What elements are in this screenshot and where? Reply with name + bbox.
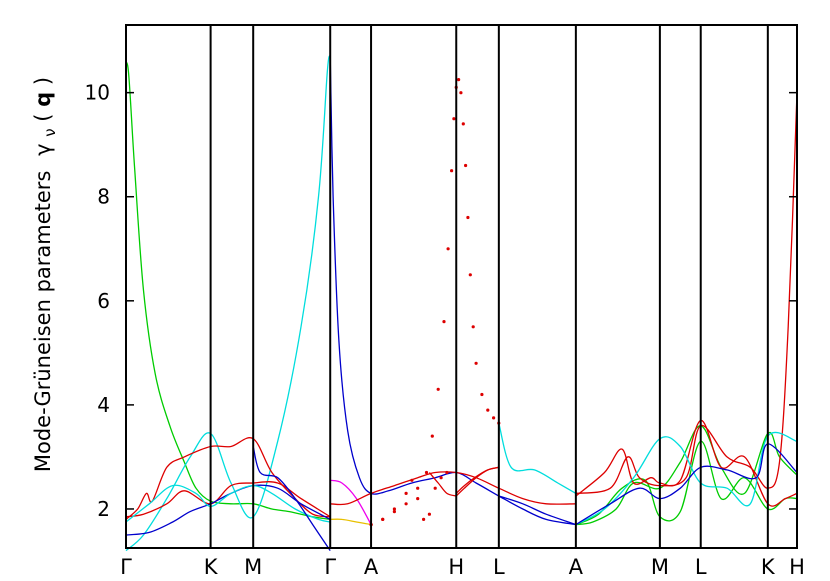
y-axis-label-q: q	[31, 92, 55, 107]
dotted-series-1-point	[430, 434, 434, 438]
dotted-series-2-point	[392, 507, 396, 511]
dotted-series-1-point	[459, 91, 463, 95]
x-tick-label: L	[493, 555, 505, 579]
x-tick-label: H	[448, 555, 464, 579]
dotted-series-2-point	[410, 478, 414, 482]
x-tick-label: A	[569, 555, 584, 579]
dotted-series-layer	[369, 78, 501, 527]
y-tick-label: 8	[97, 185, 110, 209]
dotted-series-1-point	[492, 416, 496, 420]
dotted-series-2-point	[422, 517, 426, 522]
series-line-10	[330, 518, 372, 526]
dotted-series-2-point	[404, 491, 408, 495]
x-tick-label: L	[695, 555, 707, 579]
series-layer	[125, 55, 798, 552]
y-axis-label-main: Mode-Grüneisen parameters	[31, 171, 55, 473]
dotted-series-2-point	[381, 517, 385, 522]
dotted-series-1-point	[436, 387, 440, 391]
series-line-15	[498, 422, 577, 494]
dotted-series-1-point	[442, 320, 446, 324]
dotted-series-1-point	[474, 361, 478, 365]
series-line-13	[455, 466, 499, 494]
series-line-6	[125, 484, 331, 523]
y-axis-label-subscript: ν	[41, 128, 59, 136]
y-axis-label: Mode-Grüneisen parameters γ ν ( q )	[31, 77, 60, 472]
y-tick-label: 6	[97, 289, 110, 313]
x-tick-label: Γ	[324, 555, 336, 579]
y-tick-label: 10	[85, 81, 110, 105]
series-line-2	[125, 55, 331, 552]
dotted-series-2-point	[445, 470, 449, 475]
series-line-3	[125, 437, 331, 520]
series-line-20	[575, 92, 798, 495]
dotted-series-1-point	[471, 325, 475, 329]
y-tick-label: 4	[97, 393, 110, 417]
x-tick-label: Γ	[120, 555, 132, 579]
dotted-series-2-point	[439, 476, 443, 480]
series-line-18	[575, 440, 798, 526]
series-line-14	[428, 472, 457, 497]
dotted-series-1-point	[480, 392, 484, 397]
y-ticks: 2 4 6 8 10	[85, 81, 797, 521]
dotted-series-1-point	[457, 78, 461, 82]
y-axis-label-paren-open: (	[31, 114, 55, 122]
dotted-series-1-point	[452, 117, 456, 121]
series-line-16	[498, 495, 577, 526]
series-line-8	[329, 56, 577, 526]
x-tick-label: M	[651, 555, 669, 579]
x-tick-label: M	[244, 555, 262, 579]
series-line-5	[125, 484, 331, 536]
dotted-series-2-point	[427, 512, 431, 516]
dotted-series-1-point	[466, 215, 470, 220]
x-tick-label: A	[364, 555, 379, 579]
dotted-series-1-point	[424, 470, 429, 475]
series-line-11	[330, 471, 576, 506]
dotted-series-1-point	[392, 510, 396, 514]
series-line-21	[575, 431, 798, 526]
series-line-7	[252, 446, 331, 551]
y-axis-label-symbol: γ	[31, 143, 55, 155]
y-tick-label: 2	[97, 497, 110, 521]
dotted-series-1-point	[404, 502, 408, 506]
dotted-series-2-point	[433, 486, 437, 490]
series-line-22	[575, 443, 798, 526]
series-line-1	[125, 61, 331, 521]
x-tick-label: K	[204, 555, 219, 579]
dotted-series-1-point	[464, 163, 468, 168]
dotted-series-1-point	[486, 408, 490, 412]
dotted-series-1-point	[450, 169, 454, 173]
y-axis-label-paren-close: )	[31, 77, 55, 85]
x-tick-label: K	[761, 555, 776, 579]
dotted-series-1-point	[468, 273, 472, 277]
high-symmetry-lines	[209, 25, 769, 548]
dotted-series-1-point	[461, 122, 465, 126]
dotted-series-1-point	[446, 247, 450, 251]
x-tick-label: H	[789, 555, 805, 579]
series-line-17	[575, 425, 798, 526]
dotted-series-1-point	[416, 486, 420, 490]
series-line-9	[330, 479, 372, 525]
dotted-series-2-point	[416, 497, 420, 501]
plot-frame	[125, 24, 798, 549]
